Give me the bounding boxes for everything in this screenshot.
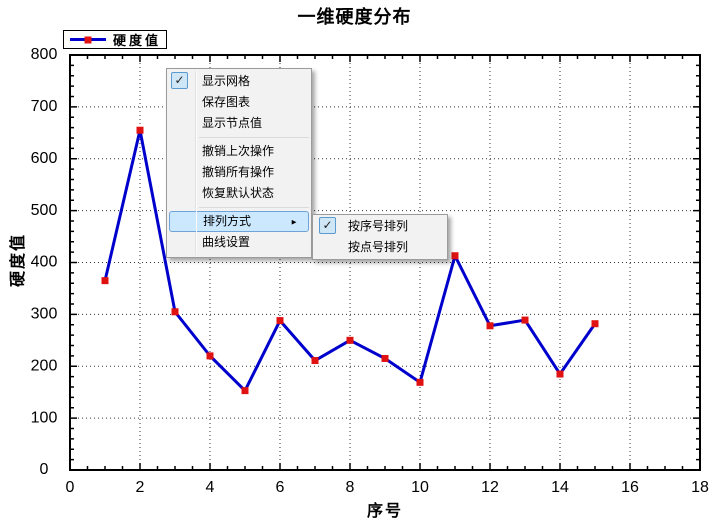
y-tick-label: 0 xyxy=(40,461,49,478)
data-point[interactable] xyxy=(451,252,459,260)
menu-item-label: 排列方式 xyxy=(203,214,252,228)
menu-item-undo-all[interactable]: 撤销所有操作 xyxy=(169,162,309,183)
x-tick-label: 14 xyxy=(551,479,569,496)
data-point[interactable] xyxy=(381,354,389,362)
data-point[interactable] xyxy=(311,357,319,365)
y-tick-label: 200 xyxy=(31,357,58,374)
submenu-item-sort-by-index[interactable]: ✓ 按序号排列 xyxy=(315,216,445,237)
data-point[interactable] xyxy=(171,308,179,316)
y-tick-label: 400 xyxy=(31,254,58,271)
menu-item-show-grid[interactable]: ✓ 显示网格 xyxy=(169,71,309,92)
x-tick-label: 10 xyxy=(411,479,429,496)
legend-line-sample xyxy=(70,36,106,43)
menu-item-label: 恢复默认状态 xyxy=(202,186,275,200)
menu-item-curve-settings[interactable]: 曲线设置 xyxy=(169,232,309,253)
x-tick-label: 12 xyxy=(481,479,499,496)
submenu-item-sort-by-point[interactable]: 按点号排列 xyxy=(315,237,445,258)
data-point[interactable] xyxy=(346,336,354,344)
x-axis-label: 序号 xyxy=(366,503,403,518)
menu-item-label: 撤销所有操作 xyxy=(202,165,275,179)
menu-item-save-chart[interactable]: 保存图表 xyxy=(169,92,309,113)
menu-item-sort-mode[interactable]: 排列方式 ► xyxy=(169,211,309,232)
legend-box: 硬度值 xyxy=(63,30,167,49)
x-tick-label: 18 xyxy=(691,479,709,496)
menu-item-undo-last[interactable]: 撤销上次操作 xyxy=(169,141,309,162)
data-point[interactable] xyxy=(241,387,249,395)
menu-item-label: 显示节点值 xyxy=(202,116,263,130)
y-tick-label: 600 xyxy=(31,150,58,167)
data-point[interactable] xyxy=(416,378,424,386)
data-point[interactable] xyxy=(591,320,599,328)
menu-item-label: 按序号排列 xyxy=(348,219,409,233)
submenu-arrow-icon: ► xyxy=(290,217,298,226)
data-point[interactable] xyxy=(136,126,144,134)
y-tick-label: 700 xyxy=(31,98,58,115)
data-point[interactable] xyxy=(556,370,564,378)
y-tick-label: 800 xyxy=(31,46,58,63)
check-icon: ✓ xyxy=(319,217,336,234)
data-point[interactable] xyxy=(486,322,494,330)
context-submenu: ✓ 按序号排列 按点号排列 xyxy=(312,214,448,260)
x-tick-label: 0 xyxy=(66,479,75,496)
data-point[interactable] xyxy=(101,277,109,285)
y-tick-label: 100 xyxy=(31,409,58,426)
menu-item-label: 显示网格 xyxy=(202,74,251,88)
x-tick-label: 8 xyxy=(346,479,355,496)
legend-label: 硬度值 xyxy=(113,33,162,48)
menu-separator xyxy=(199,137,309,138)
menu-item-label: 曲线设置 xyxy=(202,235,251,249)
x-tick-label: 6 xyxy=(276,479,285,496)
x-tick-label: 4 xyxy=(206,479,215,496)
menu-item-label: 保存图表 xyxy=(202,95,251,109)
y-tick-label: 300 xyxy=(31,306,58,323)
menu-item-show-node-values[interactable]: 显示节点值 xyxy=(169,113,309,134)
x-tick-label: 2 xyxy=(136,479,145,496)
menu-separator xyxy=(199,207,309,208)
check-icon: ✓ xyxy=(171,72,188,89)
context-menu: ✓ 显示网格 保存图表 显示节点值 撤销上次操作 撤销所有操作 恢复默认状态 排… xyxy=(166,68,312,258)
data-point[interactable] xyxy=(276,317,284,325)
y-axis-label: 硬度值 xyxy=(10,232,27,288)
y-tick-label: 500 xyxy=(31,202,58,219)
data-point[interactable] xyxy=(206,352,214,360)
data-point[interactable] xyxy=(521,316,529,324)
x-tick-label: 16 xyxy=(621,479,639,496)
legend-marker-icon xyxy=(84,36,92,43)
menu-item-label: 撤销上次操作 xyxy=(202,144,275,158)
menu-item-label: 按点号排列 xyxy=(348,240,409,254)
menu-item-restore-default[interactable]: 恢复默认状态 xyxy=(169,183,309,204)
chart-title: 一维硬度分布 xyxy=(297,7,412,27)
